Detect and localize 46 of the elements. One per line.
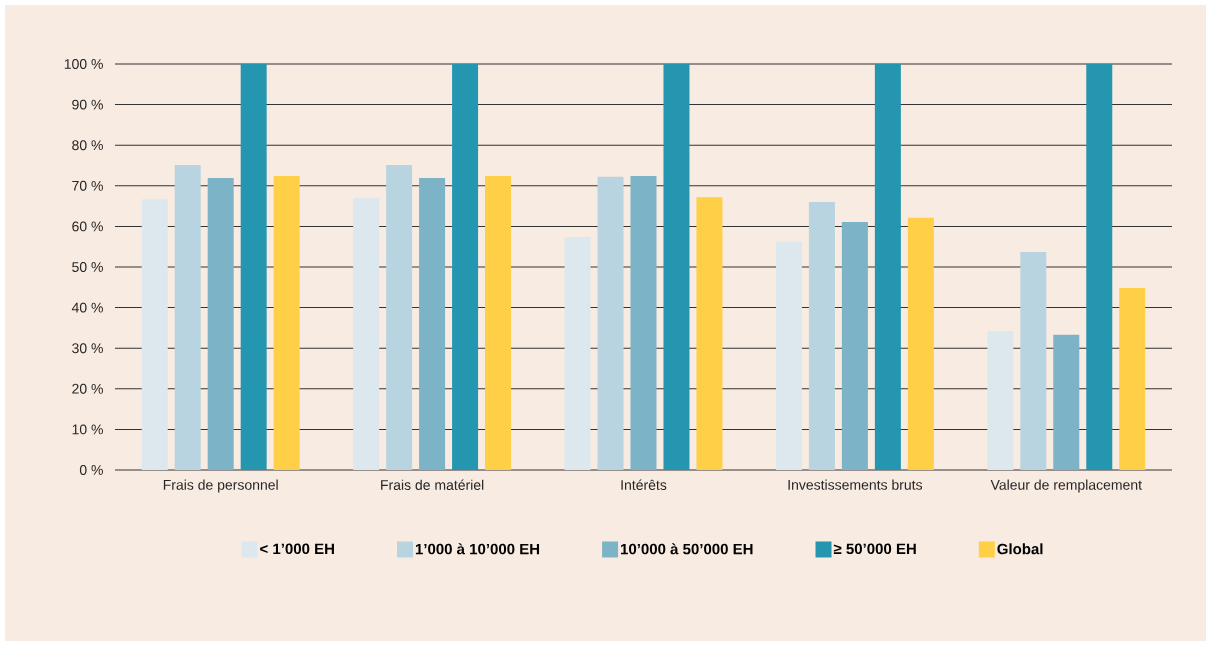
legend-label: 1’000 à 10’000 EH: [415, 543, 540, 555]
legend-label: Global: [997, 543, 1043, 555]
bar: [207, 178, 234, 470]
bar: [273, 176, 300, 470]
bar: [452, 64, 479, 470]
bar: [808, 202, 835, 470]
y-tick-label: 90 %: [72, 99, 103, 110]
bar: [663, 64, 690, 470]
y-tick-label: 70 %: [72, 180, 103, 191]
bar: [907, 217, 934, 470]
y-tick-label: 80 %: [72, 140, 103, 151]
y-tick-label: 100 %: [64, 59, 103, 69]
y-tick-label: 60 %: [72, 221, 103, 232]
bar: [386, 165, 413, 470]
legend-label: 10’000 à 50’000 EH: [621, 543, 753, 555]
y-tick-label: 20 %: [72, 383, 103, 394]
bar: [987, 331, 1014, 470]
bar: [1020, 251, 1047, 470]
y-tick-label: 50 %: [72, 262, 103, 272]
bar: [696, 197, 723, 470]
bar: [564, 236, 591, 470]
bar: [353, 197, 380, 470]
bar: [1053, 334, 1080, 470]
bar: [630, 176, 657, 470]
x-tick-label: Frais de matériel: [381, 479, 484, 490]
bar: [485, 176, 512, 470]
bar: [775, 241, 802, 470]
bar: [141, 199, 168, 470]
x-tick-label: Valeur de remplacement: [990, 479, 1142, 493]
legend-label: < 1’000 EH: [260, 543, 334, 555]
bar: [841, 221, 868, 470]
y-tick-label: 10 %: [72, 424, 103, 435]
bar: [874, 64, 901, 470]
x-tick-label: Investissements bruts: [788, 479, 923, 490]
x-tick-label: Frais de personnel: [163, 479, 278, 493]
bar: [597, 176, 624, 470]
bar: [174, 165, 201, 470]
x-tick-label: Intérêts: [621, 479, 667, 490]
legend-label: ≥ 50’000 EH: [833, 543, 916, 555]
bar: [419, 178, 446, 470]
bar: [1119, 288, 1146, 470]
bar: [240, 64, 267, 470]
y-tick-label: 30 %: [72, 343, 103, 354]
y-tick-label: 40 %: [71, 302, 103, 313]
bar: [1086, 64, 1113, 470]
y-tick-label: 0 %: [79, 465, 103, 475]
